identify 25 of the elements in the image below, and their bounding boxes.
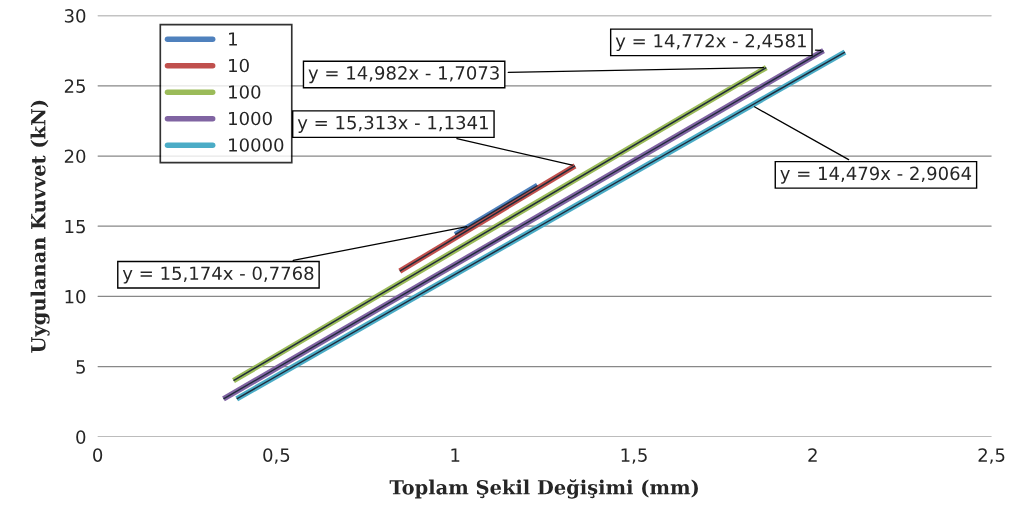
legend-label: 100 (229, 85, 261, 99)
y-tick-label: 10 (65, 289, 86, 304)
y-tick-label: 15 (65, 219, 85, 234)
x-axis-title: Toplam Şekil Değişimi (mm) (389, 479, 698, 499)
x-tick-label: 0,5 (263, 448, 290, 464)
annotation: y = 14,479x - 2,9064 (780, 166, 972, 184)
x-tick-label: 0 (93, 448, 103, 462)
x-tick-label: 2 (808, 448, 817, 462)
legend-label: 1000 (229, 111, 272, 126)
y-axis-title: Uygulanan Kuvvet (kN) (30, 100, 50, 353)
y-tick-label: 25 (64, 79, 85, 93)
x-tick-label: 2,5 (978, 448, 1005, 464)
legend-label: 1 (229, 32, 237, 46)
legend-label: 10 (229, 58, 249, 73)
annotation: y = 15,174x - 0,7768 (122, 266, 314, 284)
annotation: y = 14,772x - 2,4581 (615, 33, 806, 52)
annotation: y = 14,982x - 1,7073 (308, 66, 499, 84)
x-tick-label: 1,5 (621, 448, 647, 464)
y-tick-label: 20 (64, 149, 86, 164)
x-tick-label: 1 (451, 448, 460, 462)
legend-label: 10000 (229, 138, 284, 152)
y-tick-label: 5 (76, 360, 85, 374)
y-tick-label: 0 (76, 430, 86, 444)
annotation: y = 15,313x - 1,1341 (297, 115, 488, 133)
y-tick-label: 30 (64, 9, 86, 23)
